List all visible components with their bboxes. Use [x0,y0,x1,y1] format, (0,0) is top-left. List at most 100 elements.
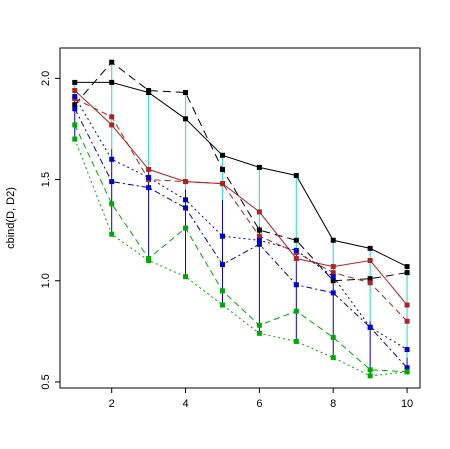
x-tick-label: 2 [109,398,115,410]
data-point [109,122,115,128]
data-point [404,264,410,270]
data-point [146,185,152,191]
data-point [256,237,262,243]
data-point [293,282,299,288]
x-tick-label: 10 [401,398,413,410]
data-point [109,114,115,120]
data-point [404,369,410,375]
data-point [330,278,336,284]
series-line [74,98,408,322]
data-point [256,241,262,247]
data-point [109,59,115,65]
data-point [330,355,336,361]
data-point [367,373,373,379]
data-point [146,175,152,181]
data-point [146,88,152,93]
data-point [183,90,189,96]
data-point [256,227,262,233]
data-point [256,322,262,328]
y-axis: 0.5 1.0 1.5 2.0 [40,71,60,390]
data-point [293,338,299,344]
data-point [256,164,262,170]
x-tick-label: 6 [256,398,262,410]
data-point [219,288,225,294]
data-point [219,262,225,268]
data-point [367,280,373,286]
data-point [330,264,336,270]
data-point [330,274,336,280]
y-tick-label: 0.5 [40,374,52,389]
data-point [330,290,336,296]
data-point [183,225,189,231]
series-3 [72,88,410,308]
series-line [74,96,408,350]
data-point [293,173,299,178]
series-layer [72,59,410,379]
data-point [219,166,225,172]
data-point [256,209,262,215]
data-point [183,179,189,185]
data-point [293,255,299,261]
series-line [74,61,408,282]
data-point [183,274,189,280]
y-tick-label: 1.5 [40,172,52,187]
plot-frame [59,47,421,389]
x-axis: 2 4 6 8 10 [109,388,413,410]
series-2 [72,59,410,284]
y-axis-title: cbind(D, D2) [5,187,17,249]
data-point [293,308,299,314]
data-point [219,233,225,239]
data-point [256,233,262,239]
data-point [109,156,115,162]
series-6 [72,106,410,371]
series-1 [72,79,410,270]
data-point [404,347,410,353]
range-segments [74,62,408,376]
data-point [72,79,78,85]
data-point [219,181,225,187]
series-line [74,108,408,369]
data-point [72,88,78,93]
data-point [72,106,78,112]
series-7 [72,122,410,375]
data-point [109,79,115,85]
series-line [74,138,408,377]
data-point [183,197,189,203]
series-line [74,81,408,268]
data-point [293,237,299,243]
data-point [146,258,152,263]
data-point [404,318,410,324]
series-line [74,124,408,373]
data-point [256,330,262,336]
data-point [109,231,115,237]
data-point [330,237,336,243]
y-tick-label: 1.0 [40,273,52,288]
y-tick-label: 2.0 [40,71,52,86]
data-point [146,166,152,172]
data-point [367,258,373,263]
x-tick-label: 8 [330,398,336,410]
data-point [109,179,115,185]
x-tick-label: 4 [182,398,188,410]
data-point [404,365,410,371]
data-point [367,245,373,251]
series-8 [72,136,410,379]
series-5 [72,94,410,353]
data-point [367,367,373,373]
data-point [72,102,78,108]
series-line [74,90,408,306]
data-point [183,116,189,122]
data-point [219,302,225,308]
data-point [72,94,78,100]
data-point [367,276,373,282]
data-point [330,270,336,276]
data-point [330,334,336,340]
data-point [293,247,299,253]
data-point [72,122,78,128]
data-point [219,152,225,158]
data-point [183,205,189,211]
data-point [404,270,410,276]
data-point [72,136,78,142]
data-point [367,324,373,330]
